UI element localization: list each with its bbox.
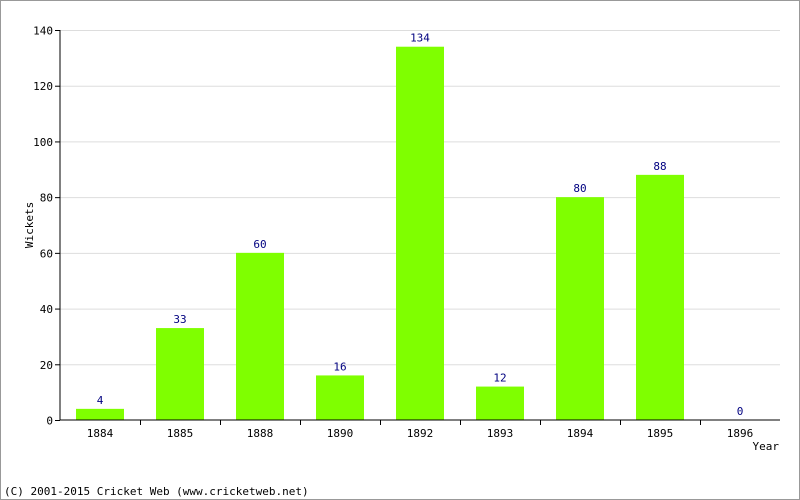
- y-tick-label: 140: [33, 25, 53, 38]
- x-tick-label-1896: 1896: [727, 427, 754, 440]
- axes: [59, 30, 780, 421]
- bar-1895: [636, 174, 684, 420]
- x-tick-label-1892: 1892: [407, 427, 434, 440]
- bar-1892: [396, 46, 444, 420]
- bar-1885: [156, 328, 204, 420]
- value-label-1895: 88: [653, 160, 666, 173]
- value-label-1890: 16: [333, 360, 346, 373]
- x-tick-label-1888: 1888: [247, 427, 274, 440]
- x-tick-labels: 1884 1885 1888 1890 1892 1893 1894 1895 1896: [87, 420, 754, 440]
- x-tick-label-1893: 1893: [487, 427, 514, 440]
- y-tick-labels: 0 20 40 60 80 100 120 140: [33, 25, 60, 428]
- y-tick-label: 120: [33, 80, 53, 93]
- y-axis-label: Wickets: [23, 202, 36, 248]
- copyright-footer: (C) 2001-2015 Cricket Web (www.cricketwe…: [4, 485, 309, 498]
- x-axis-label: Year: [753, 440, 780, 453]
- y-tick-label: 100: [33, 136, 53, 149]
- bar-1893: [476, 386, 524, 420]
- x-tick-label-1895: 1895: [647, 427, 674, 440]
- x-tick-label-1894: 1894: [567, 427, 594, 440]
- x-tick-label-1884: 1884: [87, 427, 114, 440]
- y-tick-label: 80: [40, 192, 53, 205]
- y-tick-label: 40: [40, 303, 53, 316]
- value-labels: 4 33 60 16 134 12 80 88 0: [97, 32, 744, 418]
- x-tick-label-1890: 1890: [327, 427, 354, 440]
- bar-1894: [556, 197, 604, 420]
- value-label-1893: 12: [493, 372, 506, 385]
- bar-1888: [236, 252, 284, 420]
- value-label-1894: 80: [573, 182, 586, 195]
- value-label-1896: 0: [737, 405, 744, 418]
- value-label-1884: 4: [97, 394, 104, 407]
- x-tick-label-1885: 1885: [167, 427, 194, 440]
- value-label-1892: 134: [410, 32, 430, 45]
- y-tick-label: 60: [40, 247, 53, 260]
- bars: [76, 46, 684, 420]
- value-label-1888: 60: [253, 238, 266, 251]
- bar-1884: [76, 408, 124, 420]
- bar-1890: [316, 375, 364, 420]
- y-tick-label: 20: [40, 359, 53, 372]
- y-tick-label: 0: [46, 415, 53, 428]
- value-label-1885: 33: [173, 313, 186, 326]
